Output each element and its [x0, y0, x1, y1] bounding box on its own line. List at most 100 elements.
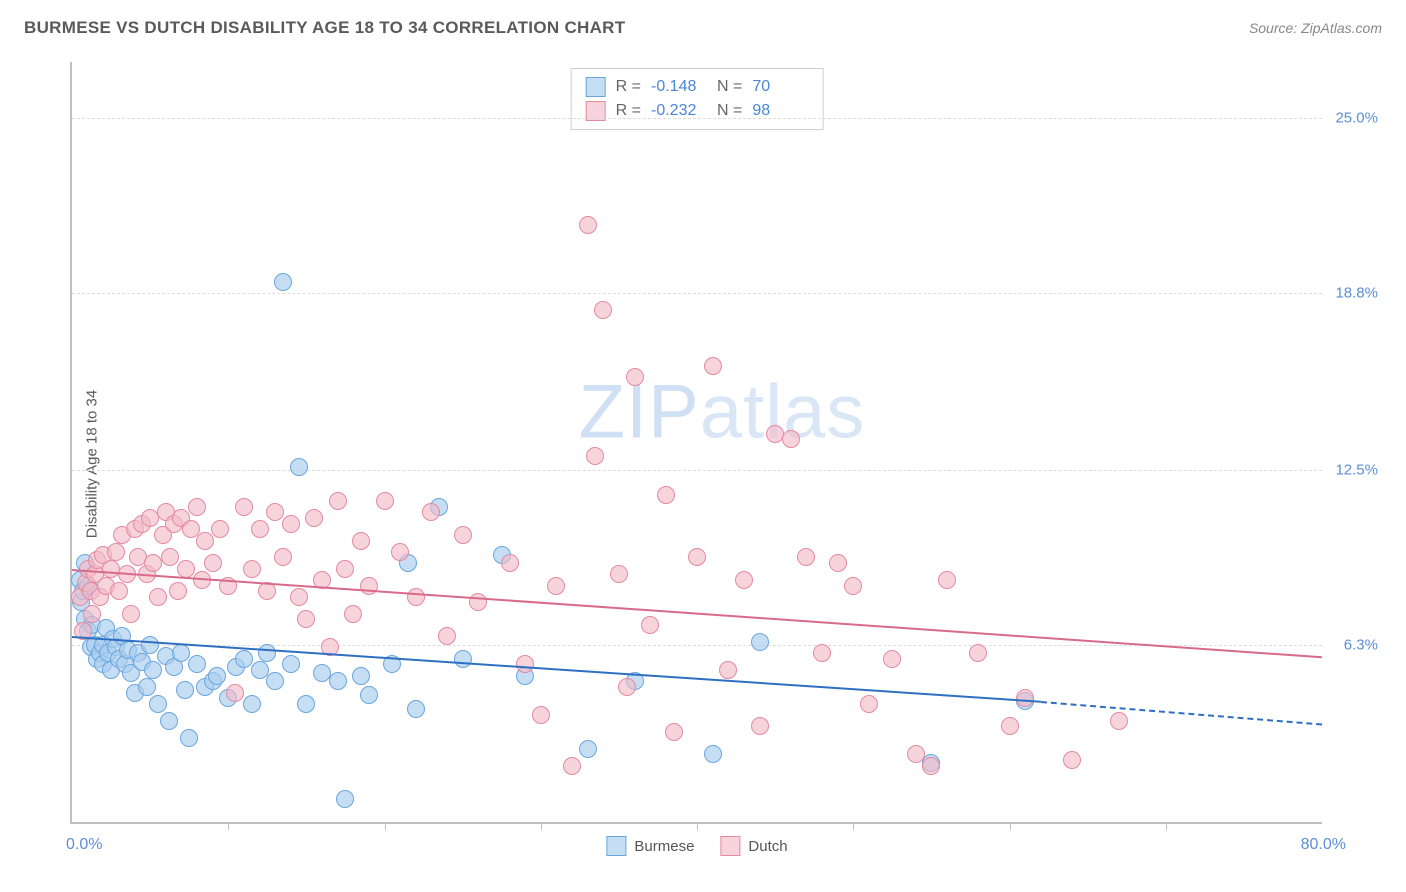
data-point-dutch: [751, 717, 769, 735]
data-point-dutch: [290, 588, 308, 606]
legend: Burmese Dutch: [606, 836, 787, 856]
data-point-burmese: [251, 661, 269, 679]
data-point-burmese: [704, 745, 722, 763]
data-point-dutch: [719, 661, 737, 679]
stats-row-dutch: R = -0.232 N = 98: [586, 99, 809, 123]
data-point-dutch: [594, 301, 612, 319]
legend-swatch-dutch: [720, 836, 740, 856]
data-point-burmese: [208, 667, 226, 685]
data-point-dutch: [169, 582, 187, 600]
data-point-burmese: [188, 655, 206, 673]
data-point-burmese: [144, 661, 162, 679]
data-point-burmese: [407, 700, 425, 718]
data-point-dutch: [161, 548, 179, 566]
legend-swatch-burmese: [606, 836, 626, 856]
data-point-dutch: [177, 560, 195, 578]
data-point-burmese: [454, 650, 472, 668]
data-point-dutch: [829, 554, 847, 572]
legend-item-burmese: Burmese: [606, 836, 694, 856]
data-point-dutch: [938, 571, 956, 589]
correlation-stats-box: R = -0.148 N = 70 R = -0.232 N = 98: [571, 68, 824, 130]
data-point-dutch: [532, 706, 550, 724]
data-point-dutch: [1001, 717, 1019, 735]
data-point-burmese: [352, 667, 370, 685]
data-point-burmese: [243, 695, 261, 713]
y-tick-label: 12.5%: [1335, 462, 1378, 479]
r-value-burmese: -0.148: [651, 75, 707, 99]
x-tick: [697, 822, 698, 830]
x-tick: [541, 822, 542, 830]
data-point-burmese: [141, 636, 159, 654]
data-point-dutch: [883, 650, 901, 668]
y-tick-label: 25.0%: [1335, 110, 1378, 127]
gridline: [72, 118, 1322, 119]
data-point-dutch: [454, 526, 472, 544]
gridline: [72, 470, 1322, 471]
legend-item-dutch: Dutch: [720, 836, 787, 856]
data-point-dutch: [251, 520, 269, 538]
data-point-burmese: [290, 458, 308, 476]
data-point-burmese: [258, 644, 276, 662]
data-point-dutch: [516, 655, 534, 673]
x-tick: [228, 822, 229, 830]
data-point-dutch: [1016, 689, 1034, 707]
data-point-dutch: [110, 582, 128, 600]
swatch-burmese: [586, 77, 606, 97]
data-point-burmese: [751, 633, 769, 651]
data-point-dutch: [235, 498, 253, 516]
x-tick: [385, 822, 386, 830]
chart-container: Disability Age 18 to 34 ZIPatlas R = -0.…: [24, 54, 1382, 874]
data-point-dutch: [1063, 751, 1081, 769]
data-point-dutch: [422, 503, 440, 521]
data-point-dutch: [344, 605, 362, 623]
data-point-dutch: [782, 430, 800, 448]
n-value-burmese: 70: [752, 75, 808, 99]
source-attribution: Source: ZipAtlas.com: [1249, 20, 1382, 36]
data-point-dutch: [797, 548, 815, 566]
data-point-dutch: [579, 216, 597, 234]
x-axis-max-label: 80.0%: [1301, 836, 1346, 854]
x-tick: [853, 822, 854, 830]
x-axis-min-label: 0.0%: [66, 836, 102, 854]
data-point-burmese: [235, 650, 253, 668]
gridline: [72, 293, 1322, 294]
data-point-dutch: [107, 543, 125, 561]
data-point-dutch: [329, 492, 347, 510]
data-point-dutch: [391, 543, 409, 561]
data-point-dutch: [352, 532, 370, 550]
data-point-dutch: [149, 588, 167, 606]
stats-row-burmese: R = -0.148 N = 70: [586, 75, 809, 99]
data-point-dutch: [610, 565, 628, 583]
data-point-dutch: [407, 588, 425, 606]
data-point-dutch: [243, 560, 261, 578]
data-point-dutch: [813, 644, 831, 662]
data-point-dutch: [122, 605, 140, 623]
data-point-dutch: [336, 560, 354, 578]
data-point-dutch: [305, 509, 323, 527]
data-point-burmese: [180, 729, 198, 747]
data-point-dutch: [665, 723, 683, 741]
plot-area: ZIPatlas R = -0.148 N = 70 R = -0.232 N …: [70, 62, 1322, 824]
n-value-dutch: 98: [752, 99, 808, 123]
data-point-dutch: [735, 571, 753, 589]
data-point-dutch: [844, 577, 862, 595]
data-point-burmese: [336, 790, 354, 808]
data-point-burmese: [282, 655, 300, 673]
legend-label-burmese: Burmese: [634, 838, 694, 855]
data-point-burmese: [266, 672, 284, 690]
data-point-dutch: [204, 554, 222, 572]
data-point-dutch: [211, 520, 229, 538]
legend-label-dutch: Dutch: [748, 838, 787, 855]
trendline-burmese-extrapolated: [1041, 701, 1322, 726]
y-tick-label: 18.8%: [1335, 284, 1378, 301]
data-point-dutch: [274, 548, 292, 566]
r-value-dutch: -0.232: [651, 99, 707, 123]
data-point-dutch: [704, 357, 722, 375]
data-point-burmese: [138, 678, 156, 696]
watermark: ZIPatlas: [579, 368, 866, 455]
data-point-dutch: [226, 684, 244, 702]
y-tick-label: 6.3%: [1344, 636, 1378, 653]
chart-title: BURMESE VS DUTCH DISABILITY AGE 18 TO 34…: [24, 18, 625, 38]
data-point-dutch: [282, 515, 300, 533]
data-point-burmese: [149, 695, 167, 713]
